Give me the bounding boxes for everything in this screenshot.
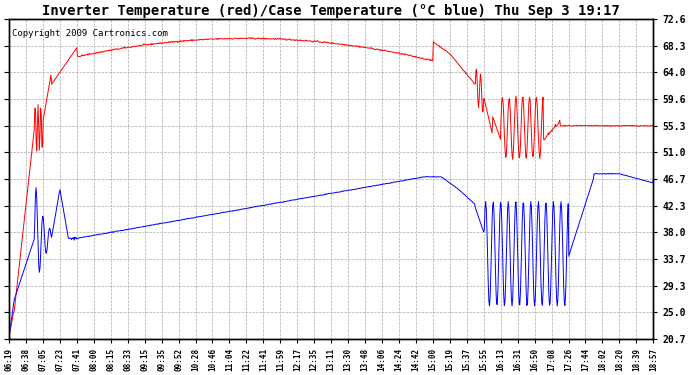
Text: Copyright 2009 Cartronics.com: Copyright 2009 Cartronics.com	[12, 29, 168, 38]
Title: Inverter Temperature (red)/Case Temperature (°C blue) Thu Sep 3 19:17: Inverter Temperature (red)/Case Temperat…	[42, 4, 620, 18]
